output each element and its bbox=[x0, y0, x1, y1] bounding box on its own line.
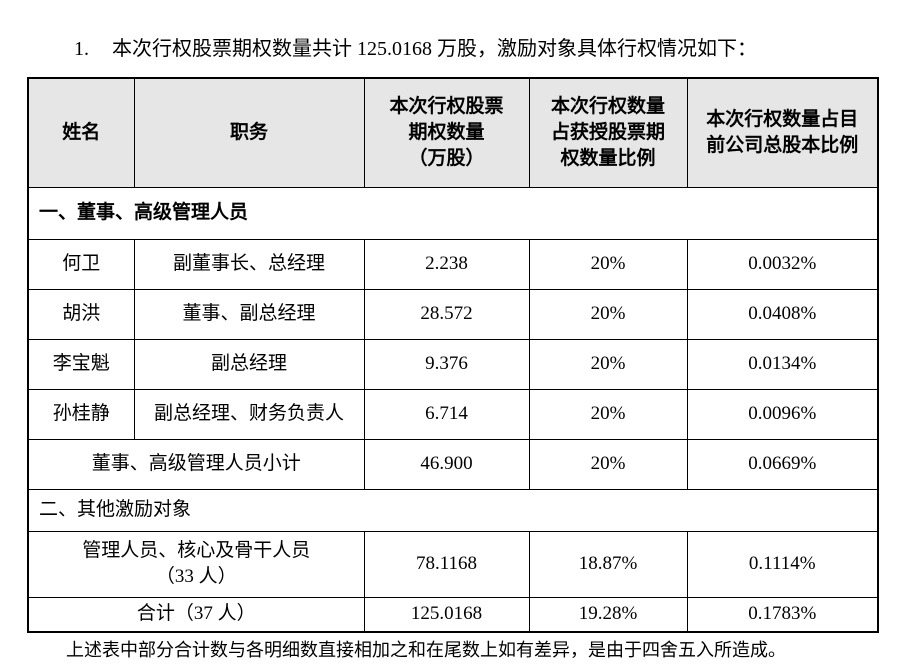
header-cell: 本次行权股票 期权数量 （万股） bbox=[363, 77, 530, 188]
table-cell: 6.714 bbox=[363, 388, 530, 440]
cell-line: 前公司总股本比例 bbox=[706, 134, 859, 156]
cell-line: 本次行权数量占目 bbox=[706, 109, 859, 131]
cell-line: 期权数量 bbox=[408, 121, 485, 143]
cell-line: （33 人） bbox=[155, 566, 237, 587]
cell-line: 占获授股票期 bbox=[550, 121, 665, 143]
table-cell: 78.1168 bbox=[363, 530, 530, 598]
header-cell: 姓名 bbox=[27, 77, 135, 188]
table-cell: 李宝魁 bbox=[27, 338, 135, 390]
table-cell: 0.1114% bbox=[686, 530, 879, 598]
table-row: 姓名 职务 本次行权股票 期权数量 （万股） 本次行权数量 占获授股票期 权数量比例 本次行权数… bbox=[27, 77, 879, 188]
table-row: 何卫 副董事长、总经理 2.238 20% 0.0032% bbox=[27, 238, 879, 290]
table-cell: 20% bbox=[528, 288, 688, 340]
table: 姓名 职务 本次行权股票 期权数量 （万股） 本次行权数量 占获授股票期 权数量比例 本次行权数… bbox=[27, 77, 879, 633]
table-cell: 0.0408% bbox=[686, 288, 879, 340]
table-row: 管理人员、核心及骨干人员 （33 人） 78.1168 18.87% 0.1114% bbox=[27, 530, 879, 598]
table-cell: 0.0134% bbox=[686, 338, 879, 390]
table-row: 合计（37 人） 125.0168 19.28% 0.1783% bbox=[27, 596, 879, 633]
intro-text: 本次行权股票期权数量共计 125.0168 万股，激励对象具体行权情况如下： bbox=[112, 38, 757, 60]
cell-line: 权数量比例 bbox=[560, 147, 656, 169]
header-cell: 本次行权数量占目 前公司总股本比例 bbox=[686, 77, 879, 188]
table-cell: 合计（37 人） bbox=[27, 596, 365, 633]
table-cell: 20% bbox=[528, 388, 688, 440]
table-cell: 副董事长、总经理 bbox=[133, 238, 365, 290]
table-row: 董事、高级管理人员小计 46.900 20% 0.0669% bbox=[27, 438, 879, 490]
table-cell: 18.87% bbox=[528, 530, 688, 598]
table-cell: 20% bbox=[528, 238, 688, 290]
table-cell: 46.900 bbox=[363, 438, 530, 490]
cell-line: 本次行权数量 bbox=[550, 96, 665, 118]
table-cell: 副总经理 bbox=[133, 338, 365, 390]
table-row: 胡洪 董事、副总经理 28.572 20% 0.0408% bbox=[27, 288, 879, 340]
table-row: 二、其他激励对象 bbox=[27, 488, 879, 532]
table-cell: 0.0096% bbox=[686, 388, 879, 440]
table-cell: 董事、副总经理 bbox=[133, 288, 365, 340]
table-cell: 20% bbox=[528, 338, 688, 390]
cell-line: （万股） bbox=[408, 147, 485, 169]
table-cell: 管理人员、核心及骨干人员 （33 人） bbox=[27, 530, 365, 598]
header-cell: 职务 bbox=[133, 77, 365, 188]
table-cell: 何卫 bbox=[27, 238, 135, 290]
table-cell: 董事、高级管理人员小计 bbox=[27, 438, 365, 490]
cell-line: 本次行权股票 bbox=[389, 96, 504, 118]
cell-line: 姓名 bbox=[62, 121, 101, 143]
table-row: 一、董事、高级管理人员 bbox=[27, 186, 879, 240]
table-cell: 胡洪 bbox=[27, 288, 135, 340]
section-title: 一、董事、高级管理人员 bbox=[27, 186, 879, 240]
section-title: 二、其他激励对象 bbox=[27, 488, 879, 532]
table-cell: 孙桂静 bbox=[27, 388, 135, 440]
note: 上述表中部分合计数与各明细数直接相加之和在尾数上如有差异，是由于四舍五入所造成。 bbox=[66, 640, 786, 660]
table-cell: 0.0669% bbox=[686, 438, 879, 490]
table-cell: 副总经理、财务负责人 bbox=[133, 388, 365, 440]
table-cell: 28.572 bbox=[363, 288, 530, 340]
table-row: 孙桂静 副总经理、财务负责人 6.714 20% 0.0096% bbox=[27, 388, 879, 440]
header-cell: 本次行权数量 占获授股票期 权数量比例 bbox=[528, 77, 688, 188]
table-row: 李宝魁 副总经理 9.376 20% 0.0134% bbox=[27, 338, 879, 390]
cell-line: 职务 bbox=[229, 121, 268, 143]
table-cell: 0.1783% bbox=[686, 596, 879, 633]
table-cell: 0.0032% bbox=[686, 238, 879, 290]
table-cell: 2.238 bbox=[363, 238, 530, 290]
intro: 1. 本次行权股票期权数量共计 125.0168 万股，激励对象具体行权情况如下： bbox=[74, 32, 757, 61]
table-cell: 125.0168 bbox=[363, 596, 530, 633]
table-cell: 20% bbox=[528, 438, 688, 490]
intro-number: 1. bbox=[74, 38, 89, 60]
table-cell: 9.376 bbox=[363, 338, 530, 390]
table-cell: 19.28% bbox=[528, 596, 688, 633]
cell-line: 管理人员、核心及骨干人员 bbox=[82, 540, 311, 562]
